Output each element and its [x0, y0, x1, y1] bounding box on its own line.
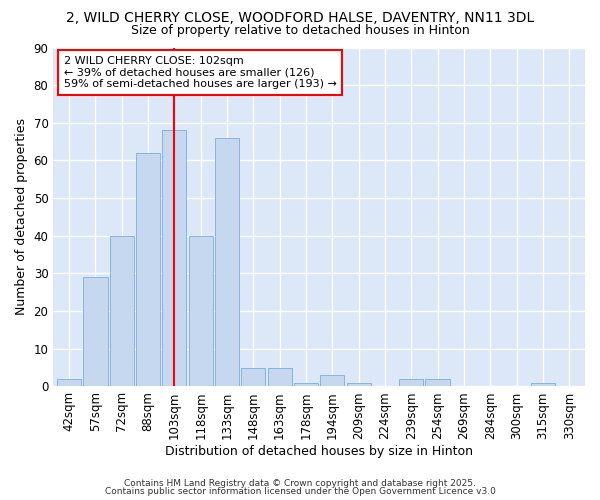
- Bar: [268, 368, 292, 386]
- Y-axis label: Number of detached properties: Number of detached properties: [15, 118, 28, 316]
- Bar: [110, 236, 134, 386]
- Bar: [531, 382, 555, 386]
- Bar: [320, 375, 344, 386]
- Text: Contains HM Land Registry data © Crown copyright and database right 2025.: Contains HM Land Registry data © Crown c…: [124, 478, 476, 488]
- Bar: [83, 277, 107, 386]
- Text: Size of property relative to detached houses in Hinton: Size of property relative to detached ho…: [131, 24, 469, 37]
- Bar: [347, 382, 371, 386]
- Bar: [399, 379, 424, 386]
- Bar: [188, 236, 213, 386]
- Text: 2, WILD CHERRY CLOSE, WOODFORD HALSE, DAVENTRY, NN11 3DL: 2, WILD CHERRY CLOSE, WOODFORD HALSE, DA…: [66, 11, 534, 25]
- Text: 2 WILD CHERRY CLOSE: 102sqm
← 39% of detached houses are smaller (126)
59% of se: 2 WILD CHERRY CLOSE: 102sqm ← 39% of det…: [64, 56, 337, 89]
- Text: Contains public sector information licensed under the Open Government Licence v3: Contains public sector information licen…: [104, 487, 496, 496]
- Bar: [136, 153, 160, 386]
- Bar: [162, 130, 187, 386]
- X-axis label: Distribution of detached houses by size in Hinton: Distribution of detached houses by size …: [165, 444, 473, 458]
- Bar: [215, 138, 239, 386]
- Bar: [425, 379, 450, 386]
- Bar: [294, 382, 318, 386]
- Bar: [57, 379, 81, 386]
- Bar: [241, 368, 265, 386]
